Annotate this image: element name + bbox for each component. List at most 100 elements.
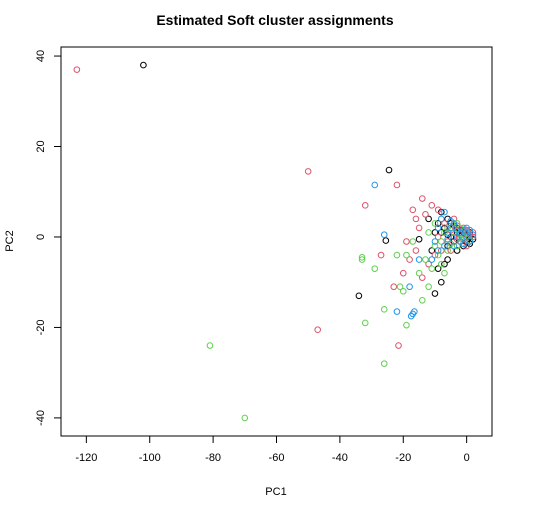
data-point bbox=[396, 283, 404, 291]
data-point bbox=[434, 251, 442, 259]
data-point bbox=[399, 269, 407, 277]
data-point bbox=[428, 202, 436, 209]
data-point bbox=[460, 224, 467, 232]
data-point bbox=[422, 256, 429, 263]
data-point bbox=[385, 166, 393, 174]
x-tick-label: -80 bbox=[205, 452, 221, 464]
data-point bbox=[437, 229, 445, 236]
data-point bbox=[418, 274, 426, 281]
data-point bbox=[403, 238, 410, 245]
y-tick-label: 20 bbox=[35, 140, 47, 152]
data-point bbox=[441, 242, 448, 250]
data-point bbox=[403, 321, 410, 329]
data-point bbox=[380, 306, 388, 313]
data-point bbox=[393, 308, 401, 315]
data-point bbox=[358, 256, 366, 263]
data-point bbox=[393, 181, 401, 189]
data-point bbox=[409, 238, 417, 245]
data-point bbox=[304, 168, 312, 175]
data-point bbox=[206, 342, 214, 349]
data-point bbox=[466, 226, 474, 234]
data-point bbox=[380, 360, 388, 367]
x-axis: -120 -100 -80 -60 -40 -20 0 bbox=[75, 436, 470, 464]
data-point bbox=[434, 265, 442, 272]
y-tick-label: 40 bbox=[35, 50, 47, 62]
data-point bbox=[371, 181, 379, 189]
data-point bbox=[431, 220, 439, 227]
data-point bbox=[393, 251, 401, 259]
data-point bbox=[453, 247, 461, 254]
data-point bbox=[418, 195, 426, 202]
data-point bbox=[437, 260, 445, 268]
data-point bbox=[241, 414, 249, 422]
y-tick-label: -40 bbox=[35, 410, 47, 426]
data-point bbox=[441, 260, 448, 268]
data-point bbox=[441, 208, 448, 216]
data-point bbox=[418, 297, 426, 304]
data-point bbox=[463, 233, 470, 241]
data-point bbox=[409, 206, 417, 214]
data-point bbox=[441, 269, 448, 277]
data-point bbox=[447, 217, 455, 225]
data-point bbox=[361, 319, 369, 327]
data-point bbox=[411, 308, 418, 315]
data-point bbox=[407, 312, 415, 320]
data-point bbox=[415, 224, 423, 232]
data-point bbox=[415, 235, 423, 243]
data-point bbox=[434, 224, 442, 232]
data-point bbox=[412, 215, 420, 223]
data-point bbox=[399, 287, 407, 295]
data-point bbox=[382, 237, 390, 244]
data-point bbox=[441, 224, 448, 232]
data-point bbox=[428, 265, 436, 272]
data-point bbox=[406, 283, 413, 291]
data-point bbox=[434, 206, 442, 214]
data-point bbox=[415, 269, 423, 277]
data-point bbox=[361, 202, 369, 209]
data-point bbox=[314, 326, 321, 334]
data-point bbox=[447, 247, 455, 254]
data-point bbox=[453, 233, 461, 241]
data-point bbox=[441, 220, 448, 227]
data-point bbox=[422, 211, 429, 218]
data-point bbox=[447, 224, 455, 232]
data-point bbox=[431, 251, 439, 259]
data-point bbox=[425, 283, 432, 291]
data-point bbox=[371, 265, 379, 272]
data-point bbox=[428, 256, 436, 263]
data-point bbox=[444, 256, 451, 263]
data-point bbox=[425, 229, 432, 236]
x-axis-label: PC1 bbox=[265, 486, 286, 498]
point-layer bbox=[73, 61, 477, 422]
x-tick-label: -20 bbox=[395, 452, 411, 464]
data-point bbox=[434, 233, 442, 241]
data-point bbox=[444, 229, 451, 236]
data-point bbox=[395, 342, 402, 349]
data-point bbox=[390, 283, 398, 291]
data-point bbox=[466, 238, 474, 245]
data-point bbox=[444, 224, 451, 232]
data-point bbox=[444, 247, 451, 254]
data-point bbox=[428, 247, 436, 254]
x-tick-label: -120 bbox=[75, 452, 97, 464]
data-point bbox=[140, 61, 147, 69]
data-point bbox=[434, 220, 442, 227]
data-point bbox=[434, 247, 442, 254]
y-tick-label: 0 bbox=[35, 234, 47, 240]
data-point bbox=[403, 251, 410, 259]
data-point bbox=[437, 238, 445, 245]
data-point bbox=[437, 247, 445, 254]
data-point bbox=[358, 254, 366, 261]
data-point bbox=[355, 292, 363, 300]
data-point bbox=[412, 247, 420, 254]
data-point bbox=[453, 220, 461, 227]
plot-frame bbox=[60, 46, 493, 437]
data-point bbox=[406, 256, 413, 263]
y-axis: -40 -20 0 20 40 bbox=[35, 50, 61, 426]
data-point bbox=[73, 66, 81, 73]
data-point bbox=[377, 251, 385, 259]
data-point bbox=[444, 235, 451, 243]
y-tick-label: -20 bbox=[35, 319, 47, 335]
data-point bbox=[469, 231, 477, 239]
